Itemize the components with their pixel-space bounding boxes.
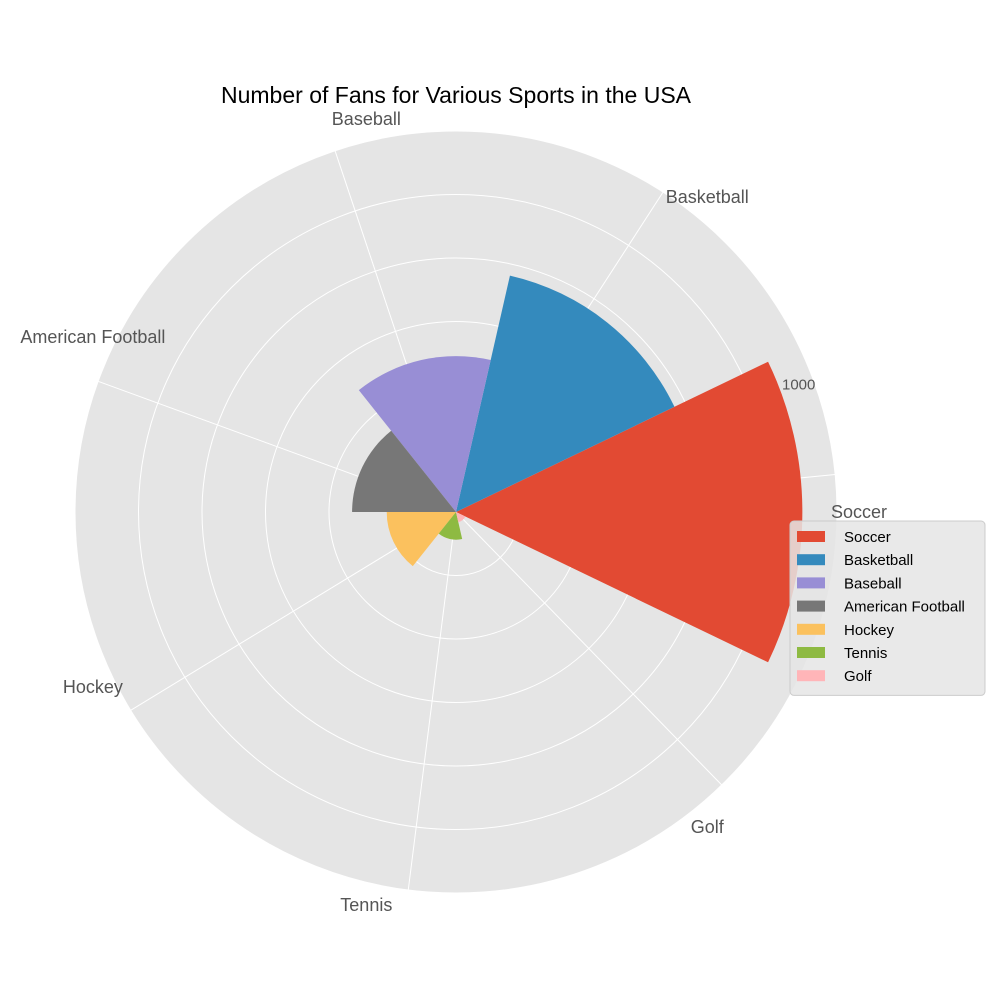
bar-american-football bbox=[352, 430, 456, 512]
category-label-american-football: American Football bbox=[20, 327, 165, 347]
legend-swatch-basketball bbox=[797, 554, 825, 566]
legend-box bbox=[789, 520, 986, 696]
legend-swatch-tennis bbox=[797, 647, 825, 658]
legend-label-soccer: Soccer bbox=[844, 529, 891, 546]
legend-label-baseball: Baseball bbox=[844, 575, 902, 592]
legend-label-american-football: American Football bbox=[844, 599, 965, 616]
radial-tick-label: 1000 bbox=[782, 376, 815, 393]
legend-swatch-american-football bbox=[797, 600, 825, 612]
bar-tennis bbox=[438, 512, 463, 540]
category-label-tennis: Tennis bbox=[340, 895, 392, 915]
category-label-hockey: Hockey bbox=[63, 677, 123, 697]
bar-soccer bbox=[456, 361, 803, 663]
bar-basketball bbox=[456, 275, 675, 512]
bar-hockey bbox=[386, 512, 456, 567]
category-labels: Soccer Basketball Baseball American Footbal… bbox=[20, 109, 887, 915]
category-label-golf: Golf bbox=[691, 817, 725, 837]
legend-label-hockey: Hockey bbox=[844, 622, 895, 639]
category-label-baseball: Baseball bbox=[332, 109, 401, 129]
bar-golf bbox=[456, 512, 466, 523]
radial-tick-labels: 1000 bbox=[782, 376, 815, 393]
legend-label-golf: Golf bbox=[844, 668, 872, 685]
bar-baseball bbox=[358, 356, 491, 512]
legend-swatch-baseball bbox=[797, 577, 825, 589]
legend-label-tennis: Tennis bbox=[844, 645, 887, 662]
legend-swatch-golf bbox=[797, 670, 825, 682]
bars bbox=[352, 275, 803, 663]
legend-label-basketball: Basketball bbox=[844, 552, 913, 569]
chart-title: Number of Fans for Various Sports in the… bbox=[221, 82, 692, 108]
legend-swatch-soccer bbox=[797, 531, 825, 542]
grid-spoke bbox=[407, 511, 457, 891]
legend-swatch-hockey bbox=[797, 623, 825, 635]
category-label-basketball: Basketball bbox=[666, 187, 749, 207]
grid-circle bbox=[74, 130, 838, 894]
legend: Soccer Basketball Baseball American Footbal… bbox=[789, 520, 986, 696]
category-label-soccer: Soccer bbox=[831, 502, 887, 522]
grid-spoke bbox=[455, 511, 723, 786]
